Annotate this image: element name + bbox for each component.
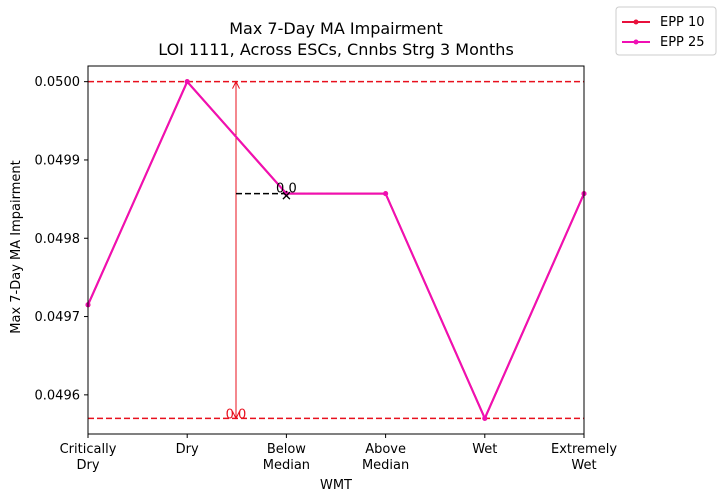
legend-label-epp-25: EPP 25 — [660, 35, 705, 50]
x-tick-label: Critically Dry — [60, 442, 117, 473]
y-tick-label: 0.0497 — [35, 310, 81, 325]
legend-marker-epp-25 — [633, 39, 639, 45]
annotation-arrow-base: 0.0 — [226, 407, 247, 422]
legend-marker-epp-10 — [633, 19, 639, 25]
median-x-marker — [282, 191, 291, 200]
x-tick-label: Extremely Wet — [551, 442, 617, 473]
y-axis-label: Max 7-Day MA Impairment — [9, 160, 24, 333]
x-tick-label: Dry — [176, 442, 199, 457]
y-tick-label: 0.0499 — [35, 153, 81, 168]
data-point-epp-25-5 — [482, 415, 488, 421]
range-arrow-head-bottom — [232, 411, 240, 420]
y-tick-label: 0.0496 — [35, 388, 81, 403]
x-tick-label: Wet — [472, 442, 497, 457]
chart-title: Max 7-Day MA Impairment — [229, 19, 442, 38]
y-tick-label: 0.0500 — [35, 75, 81, 90]
plot-area: 0.0 0.0 0.0496 0.0497 0.0498 0.0499 0.0500 Crit… — [35, 65, 617, 473]
series-line-epp-10 — [87, 80, 585, 420]
x-tick-label: Below Median — [263, 442, 310, 473]
legend: EPP 10 EPP 25 — [615, 6, 717, 56]
series-line-epp-25 — [87, 80, 585, 420]
y-tick-label: 0.0498 — [35, 232, 81, 247]
data-point-epp-25-4 — [383, 191, 389, 197]
legend-label-epp-10: EPP 10 — [660, 15, 705, 30]
axes-frame — [87, 65, 585, 435]
data-point-epp-25-2 — [184, 79, 190, 85]
x-tick-label: Above Median — [362, 442, 409, 473]
chart-subtitle: LOI 1111, Across ESCs, Cnnbs Strg 3 Mont… — [158, 40, 514, 59]
annotation-below-median: 0.0 — [276, 182, 297, 197]
x-axis-label: WMT — [320, 478, 352, 493]
range-arrow-head-top — [232, 80, 240, 89]
